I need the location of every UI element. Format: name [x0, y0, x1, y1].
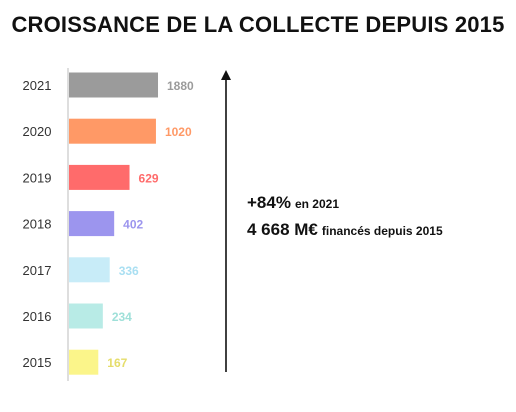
category-label-2019: 2019	[23, 170, 52, 185]
growth-value: +84%	[247, 193, 291, 212]
category-label-2021: 2021	[23, 78, 52, 93]
growth-arrow-head	[221, 70, 231, 80]
bar-2017	[69, 257, 110, 283]
growth-annotation: +84% en 2021	[247, 193, 339, 213]
value-label-2021: 1880	[167, 79, 194, 93]
category-label-2018: 2018	[23, 217, 52, 232]
bar-2021	[69, 72, 159, 98]
bar-2015	[69, 349, 99, 375]
category-label-2015: 2015	[23, 355, 52, 370]
bar-2019	[69, 164, 130, 190]
growth-caption: en 2021	[294, 197, 339, 211]
bar-2016	[69, 303, 103, 329]
bar-2020	[69, 118, 156, 144]
chart-title: CROISSANCE DE LA COLLECTE DEPUIS 2015	[11, 12, 505, 37]
value-label-2016: 234	[112, 310, 132, 324]
value-label-2018: 402	[123, 218, 143, 232]
category-label-2020: 2020	[23, 124, 52, 139]
category-label-2016: 2016	[23, 309, 52, 324]
value-label-2015: 167	[107, 356, 127, 370]
total-value: 4 668 M€	[247, 220, 318, 239]
category-label-2017: 2017	[23, 263, 52, 278]
total-annotation: 4 668 M€ financés depuis 2015	[247, 220, 443, 240]
value-label-2020: 1020	[165, 125, 192, 139]
value-label-2019: 629	[139, 171, 159, 185]
bar-2018	[69, 211, 115, 237]
total-caption: financés depuis 2015	[321, 224, 443, 238]
value-label-2017: 336	[119, 264, 139, 278]
